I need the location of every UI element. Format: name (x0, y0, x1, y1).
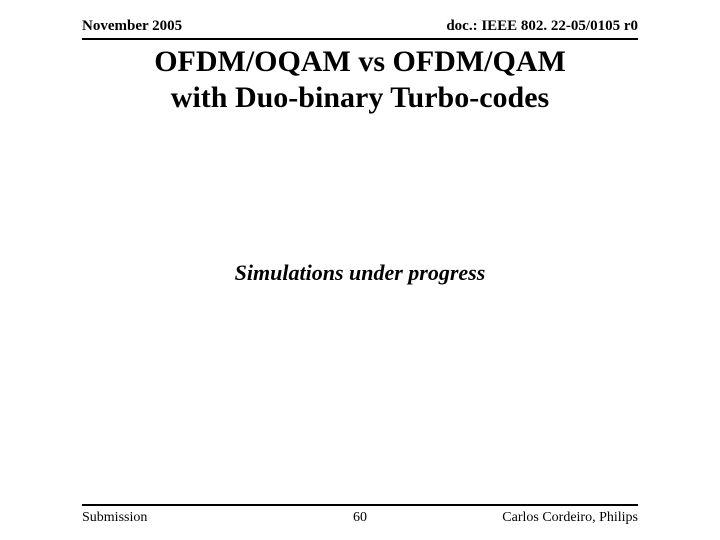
footer-rule (82, 504, 638, 506)
slide-title: OFDM/OQAM vs OFDM/QAM with Duo-binary Tu… (82, 44, 638, 116)
header-row: November 2005 doc.: IEEE 802. 22-05/0105… (82, 18, 638, 35)
title-line-1: OFDM/OQAM vs OFDM/QAM (154, 45, 566, 78)
header-rule (82, 38, 638, 40)
header-date: November 2005 (82, 18, 182, 35)
slide: November 2005 doc.: IEEE 802. 22-05/0105… (0, 0, 720, 540)
header-doc-id: doc.: IEEE 802. 22-05/0105 r0 (446, 18, 638, 35)
slide-subtitle: Simulations under progress (82, 260, 638, 286)
footer-page-number: 60 (0, 510, 720, 526)
title-line-2: with Duo-binary Turbo-codes (171, 81, 549, 114)
